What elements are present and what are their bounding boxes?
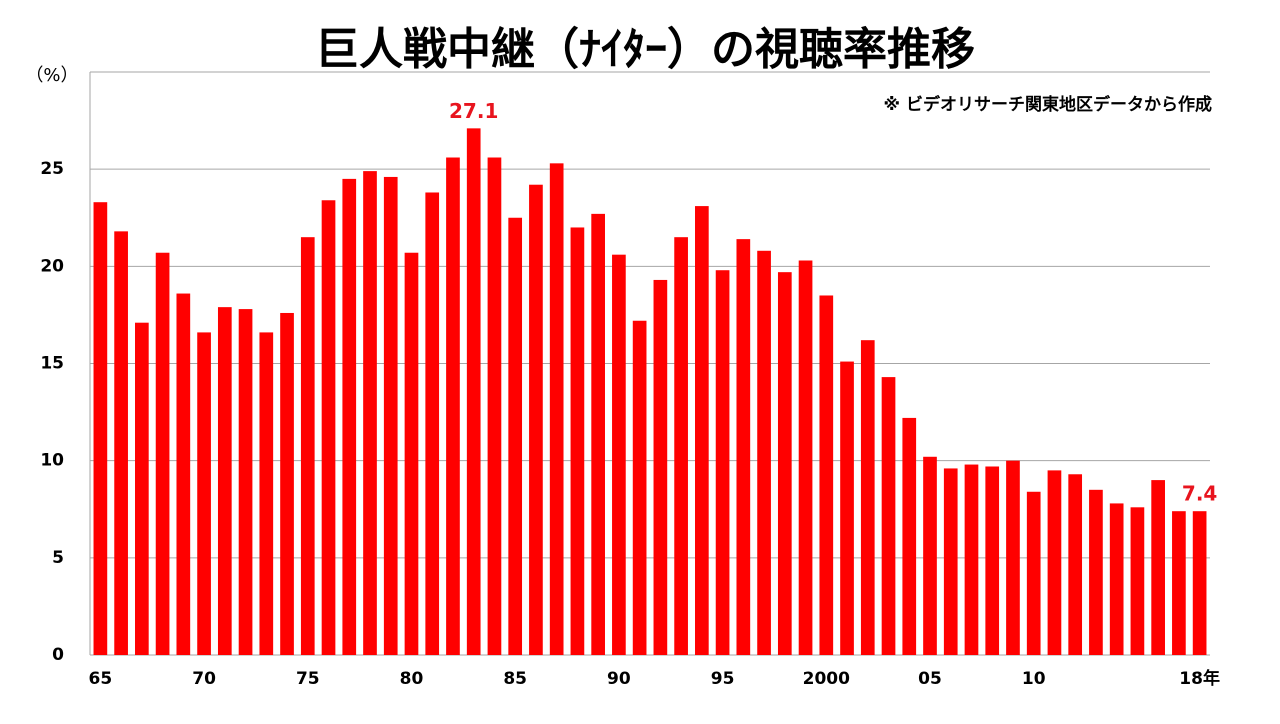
bar	[902, 417, 917, 655]
bar	[653, 279, 668, 655]
bar	[280, 312, 294, 655]
x-tick-label: 70	[192, 669, 216, 689]
bar	[674, 237, 688, 655]
bar	[985, 466, 1000, 655]
y-tick-label: 5	[52, 548, 64, 568]
bar	[798, 260, 813, 655]
bar	[197, 332, 211, 655]
bar	[1109, 503, 1124, 655]
bar	[155, 252, 170, 656]
x-tick-label: 18年	[1179, 668, 1220, 689]
bar	[238, 309, 253, 655]
bar	[757, 250, 771, 655]
bar	[404, 252, 419, 656]
y-tick-label: 0	[52, 645, 64, 665]
bar	[549, 163, 564, 655]
x-tick-label: 80	[400, 669, 424, 689]
bar	[943, 468, 958, 655]
bar	[632, 320, 647, 655]
bar	[1130, 507, 1145, 655]
bar	[363, 171, 377, 656]
bar	[300, 237, 315, 655]
bar	[840, 361, 854, 655]
bar	[342, 178, 357, 655]
note: ※ ビデオリサーチ関東地区データから作成	[884, 94, 1212, 115]
bar	[425, 192, 440, 655]
bar	[570, 227, 585, 655]
bar	[881, 377, 896, 655]
y-tick-label: 10	[40, 451, 64, 471]
y-tick-label: 20	[40, 256, 64, 276]
x-tick-label: 90	[607, 669, 631, 689]
y-tick-label: 25	[40, 159, 64, 179]
x-tick-label: 05	[918, 669, 942, 689]
data-label: 7.4	[1182, 482, 1217, 506]
y-axis-label: （%）	[25, 65, 78, 86]
bar	[777, 272, 792, 655]
bar	[217, 307, 232, 655]
bar	[1047, 470, 1062, 655]
x-tick-label: 65	[89, 669, 113, 689]
bar	[1068, 474, 1083, 655]
bar	[612, 254, 626, 655]
bar	[1026, 491, 1041, 655]
bar	[446, 157, 460, 656]
bar	[695, 206, 709, 655]
bar	[1192, 511, 1207, 655]
x-tick-label: 2000	[803, 669, 850, 689]
bar	[1006, 460, 1020, 655]
x-tick-label: 95	[711, 669, 735, 689]
bar	[923, 456, 937, 655]
x-tick-label: 75	[296, 669, 320, 689]
bar	[383, 176, 398, 655]
bar	[176, 293, 191, 655]
data-label: 27.1	[449, 99, 498, 123]
bar	[466, 128, 481, 655]
y-tick-label: 15	[40, 354, 64, 374]
bar	[736, 239, 751, 656]
bar	[114, 231, 128, 655]
bar	[964, 464, 979, 655]
bar	[93, 202, 108, 655]
bar	[135, 322, 149, 655]
bar	[715, 270, 730, 655]
bar	[819, 295, 834, 655]
bar	[1151, 480, 1165, 655]
bar	[1089, 489, 1103, 655]
x-tick-label: 85	[503, 669, 527, 689]
bar	[259, 332, 274, 655]
x-tick-label: 10	[1022, 669, 1046, 689]
chart-title: 巨人戦中継（ﾅｲﾀｰ）の視聴率推移	[315, 24, 975, 75]
bar	[591, 213, 605, 655]
bar	[1172, 511, 1186, 655]
bar	[529, 184, 543, 656]
bar	[860, 340, 875, 655]
bar	[508, 217, 523, 655]
bar	[487, 157, 502, 656]
bar	[321, 200, 336, 655]
